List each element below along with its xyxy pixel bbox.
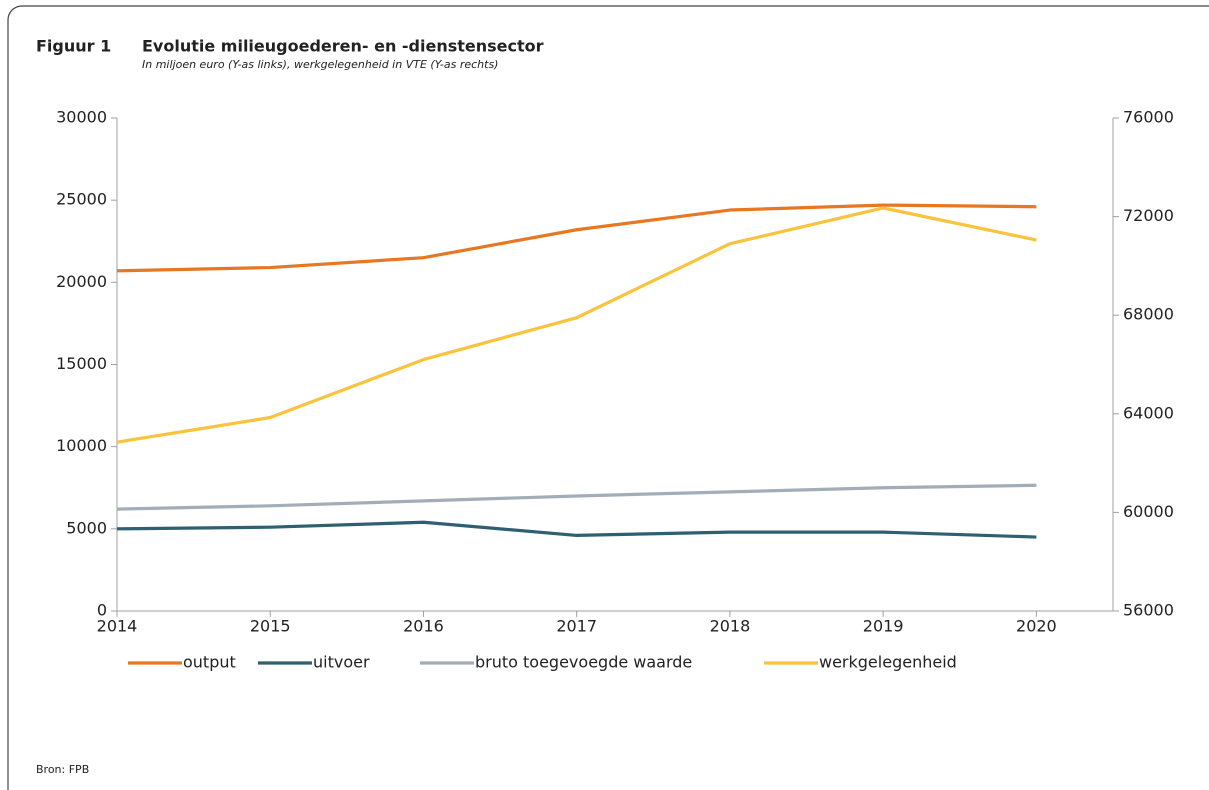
source: Bron: FPB (36, 763, 89, 776)
y-tick-label: 0 (97, 601, 107, 620)
x-tick-label: 2014 (97, 617, 138, 636)
x-tick-label: 2018 (710, 617, 751, 636)
y-tick-label: 15000 (56, 354, 107, 373)
y-tick-label: 10000 (56, 436, 107, 455)
x-tick-label: 2019 (863, 617, 904, 636)
figure-label: Figuur 1 (36, 37, 111, 56)
y-tick-label: 30000 (56, 108, 107, 127)
frame (7, 5, 1209, 790)
series-line (116, 203, 1037, 273)
y2-tick-label: 72000 (1123, 206, 1174, 225)
legend-label: werkgelegenheid (819, 653, 957, 672)
y-tick-label: 20000 (56, 272, 107, 291)
y-tick-label: 25000 (56, 190, 107, 209)
y-tick-label: 5000 (66, 518, 107, 537)
chart-subtitle: In miljoen euro (Y-as links), werkgelege… (142, 58, 498, 71)
y2-tick-label: 60000 (1123, 502, 1174, 521)
y2-tick-label: 64000 (1123, 403, 1174, 422)
x-tick-label: 2017 (556, 617, 597, 636)
y2-tick-label: 56000 (1123, 601, 1174, 620)
x-tick-label: 2020 (1016, 617, 1057, 636)
x-tick-label: 2015 (250, 617, 291, 636)
chart-title: Evolutie milieugoederen- en -dienstensec… (142, 37, 544, 56)
legend-label: uitvoer (313, 653, 370, 672)
y2-tick-label: 76000 (1123, 108, 1174, 127)
series-line (116, 206, 1037, 444)
y2-tick-label: 68000 (1123, 305, 1174, 324)
legend-label: bruto toegevoegde waarde (475, 653, 692, 672)
series-line (116, 520, 1037, 539)
series-line (116, 483, 1037, 511)
legend-label: output (183, 653, 236, 672)
x-tick-label: 2016 (403, 617, 444, 636)
